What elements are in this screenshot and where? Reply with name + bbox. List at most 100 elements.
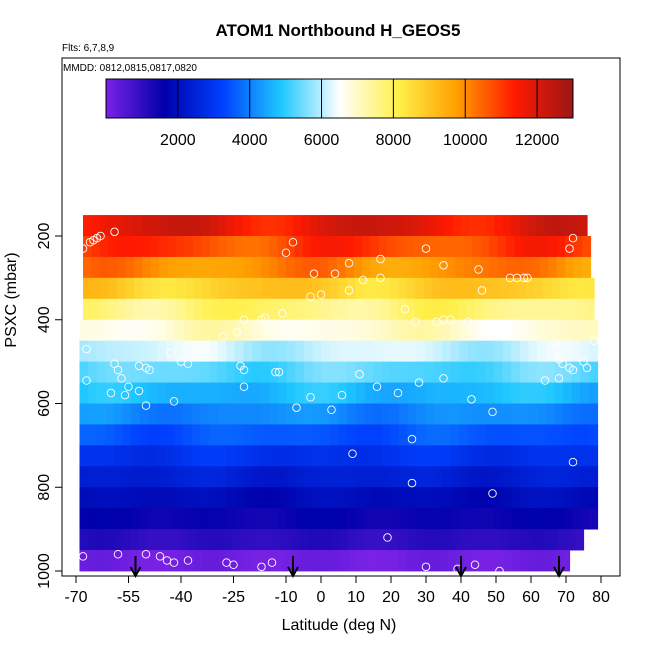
heatmap-cell (362, 236, 372, 258)
heatmap-cell (528, 487, 538, 509)
heatmap-cell (476, 340, 486, 363)
heatmap-cell (571, 466, 581, 488)
heatmap-cell (295, 382, 305, 404)
heatmap-cell (141, 215, 151, 237)
colorbar-tick-label: 6000 (304, 132, 340, 149)
x-tick-label: 80 (592, 589, 610, 606)
heatmap-cell (528, 340, 538, 363)
heatmap-cell (356, 529, 366, 551)
heatmap-cell (450, 319, 460, 342)
observation-point (348, 449, 357, 459)
heatmap-cell (440, 277, 450, 300)
heatmap-cell (347, 466, 357, 488)
heatmap-cell (148, 424, 158, 446)
x-tick-label: -70 (64, 589, 87, 606)
heatmap-cell (483, 298, 493, 321)
heatmap-cell (468, 340, 478, 363)
heatmap-cell (347, 508, 357, 530)
colorbar-tick-label: 12000 (515, 132, 560, 149)
heatmap-cell (139, 466, 150, 488)
heatmap-cell (517, 298, 527, 321)
heatmap-cell (423, 529, 433, 551)
observation-point (169, 558, 179, 567)
heatmap-cell (389, 298, 399, 321)
heatmap-cell (88, 508, 98, 530)
heatmap-cell (191, 319, 201, 342)
heatmap-cell (468, 319, 478, 342)
heatmap-cell (424, 382, 435, 404)
heatmap-cell (96, 445, 106, 467)
heatmap-cell (554, 508, 564, 530)
heatmap-cell (387, 256, 397, 279)
heatmap-cell (537, 403, 547, 425)
heatmap-cell (312, 382, 322, 404)
heatmap-cell (373, 550, 383, 572)
heatmap-cell (303, 466, 314, 488)
heatmap-cell (88, 424, 98, 446)
observation-point (439, 261, 448, 270)
heatmap-cell (398, 403, 409, 425)
heatmap-cell (225, 215, 235, 237)
x-tick-label: 60 (522, 589, 540, 606)
heatmap-cell (373, 403, 383, 425)
heatmap-cell (243, 445, 253, 467)
heatmap-cell (278, 445, 288, 467)
x-tick-label: 70 (557, 589, 575, 606)
heatmap-cell (415, 298, 425, 321)
heatmap-cell (407, 340, 417, 363)
heatmap-cell (243, 382, 253, 404)
heatmap-cell (151, 277, 161, 300)
heatmap-cell (295, 340, 305, 363)
heatmap-cell (295, 403, 305, 425)
heatmap-cell (442, 382, 452, 404)
heatmap-cell (242, 215, 252, 237)
heatmap-cell (122, 508, 132, 530)
heatmap-cell (511, 215, 521, 237)
heatmap-cell (450, 403, 460, 425)
heatmap-cell (286, 508, 296, 530)
heatmap-cell (191, 382, 201, 404)
heatmap-cell (157, 340, 167, 363)
heatmap-cell (165, 340, 176, 363)
heatmap-cell (311, 236, 321, 258)
heatmap-cell (433, 361, 443, 383)
heatmap-cell (570, 215, 580, 237)
heatmap-cell (251, 550, 260, 572)
heatmap-cell (580, 340, 590, 363)
heatmap-cell (329, 445, 340, 467)
heatmap-cell (96, 340, 106, 363)
heatmap-cell (104, 550, 113, 572)
heatmap-cell (404, 256, 414, 279)
heatmap-cell (372, 298, 382, 321)
heatmap-cell (519, 487, 530, 509)
observation-point (477, 286, 487, 295)
heatmap-cell (209, 236, 219, 258)
heatmap-cell (87, 550, 97, 572)
heatmap-cell (493, 403, 504, 425)
heatmap-cell (545, 215, 554, 237)
heatmap-cell (338, 319, 348, 342)
heatmap-cell (455, 236, 465, 258)
observation-point (421, 562, 431, 572)
heatmap-cell (185, 277, 195, 300)
heatmap-cell (321, 487, 331, 509)
heatmap-cell (88, 361, 98, 383)
heatmap-cell (120, 550, 130, 572)
heatmap-cell (556, 256, 566, 279)
heatmap-cell (96, 424, 106, 446)
heatmap-cell (406, 277, 416, 300)
heatmap-cell (588, 487, 599, 509)
heatmap-cell (295, 361, 305, 383)
heatmap-cell (373, 424, 383, 446)
heatmap-cell (398, 508, 409, 530)
heatmap-cell (226, 319, 236, 342)
heatmap-cell (423, 277, 433, 300)
heatmap-cell (303, 319, 314, 342)
heatmap-cell (139, 361, 150, 383)
heatmap-cell (209, 361, 219, 383)
heatmap-cell (226, 340, 236, 363)
heatmap-cell (79, 529, 89, 551)
heatmap-cell (370, 256, 380, 279)
heatmap-cell (99, 215, 109, 237)
